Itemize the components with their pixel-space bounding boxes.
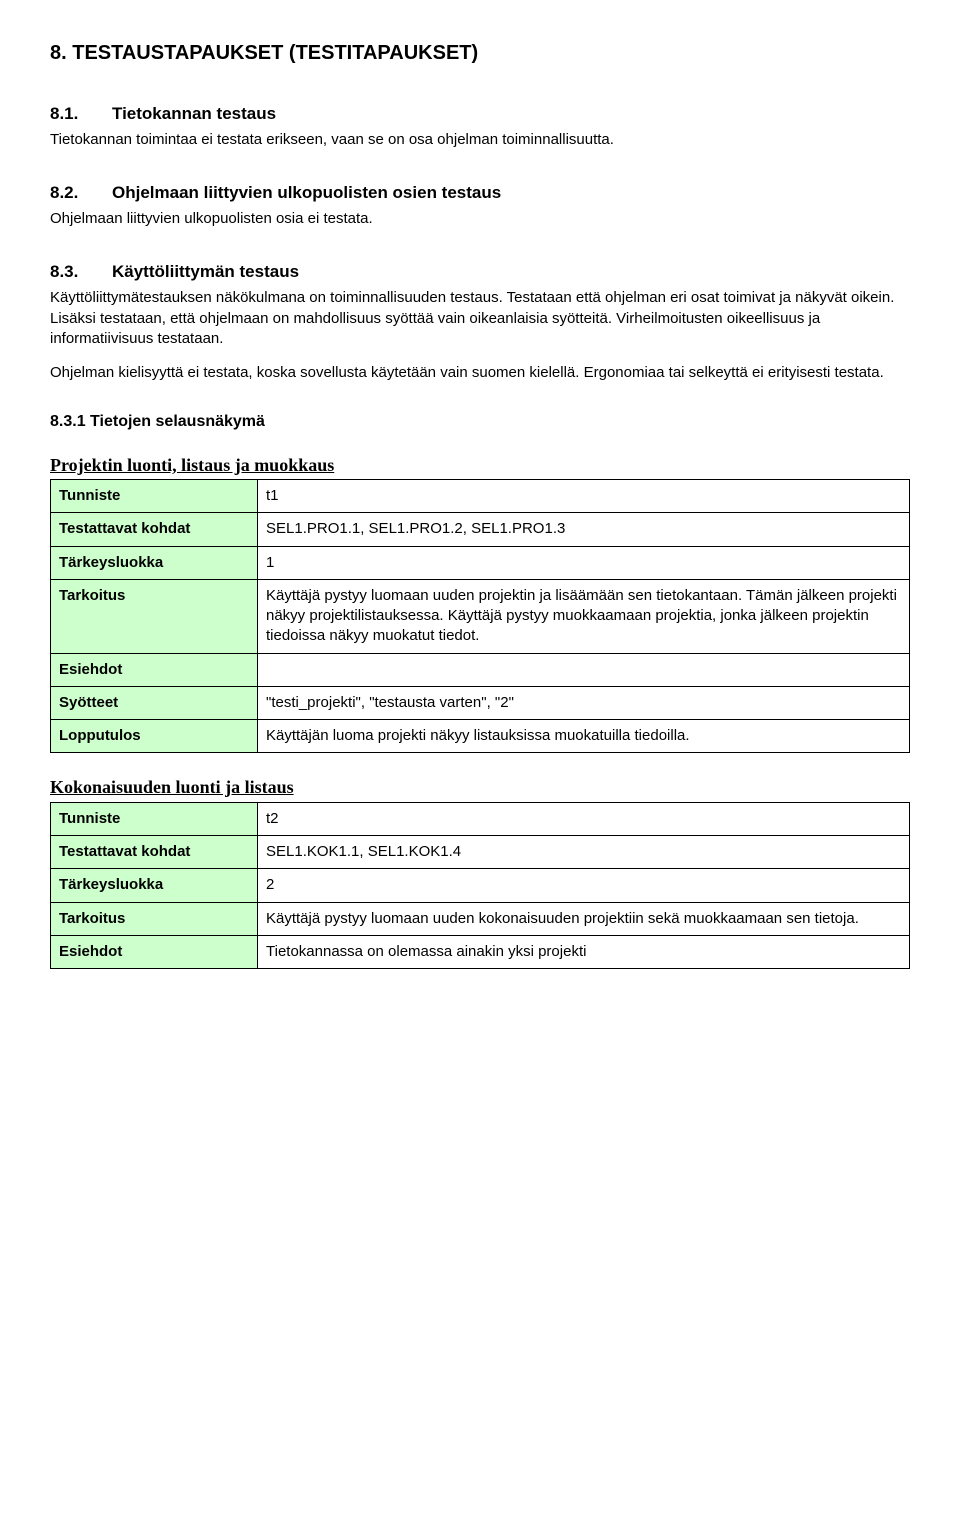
page-title: 8. TESTAUSTAPAUKSET (TESTITAPAUKSET) [50,40,910,67]
value-esiehdot [258,653,910,686]
section-8-3-p1: Käyttöliittymätestauksen näkökulmana on … [50,288,910,349]
label-tarkeys: Tärkeysluokka [51,869,258,902]
value-testattavat: SEL1.PRO1.1, SEL1.PRO1.2, SEL1.PRO1.3 [258,513,910,546]
section-8-2-title: Ohjelmaan liittyvien ulkopuolisten osien… [112,182,501,205]
table1-title: Projektin luonti, listaus ja muokkaus [50,453,910,477]
section-8-3-1-title: 8.3.1 Tietojen selausnäkymä [50,411,910,433]
label-esiehdot: Esiehdot [51,653,258,686]
value-tunniste: t1 [258,480,910,513]
value-tarkoitus: Käyttäjä pystyy luomaan uuden kokonaisuu… [258,902,910,935]
label-tarkeys: Tärkeysluokka [51,546,258,579]
label-esiehdot: Esiehdot [51,935,258,968]
table-row: Tärkeysluokka 1 [51,546,910,579]
table-row: Tarkoitus Käyttäjä pystyy luomaan uuden … [51,902,910,935]
label-tunniste: Tunniste [51,480,258,513]
table-row: Esiehdot [51,653,910,686]
table2: Tunniste t2 Testattavat kohdat SEL1.KOK1… [50,802,910,969]
label-syotteet: Syötteet [51,686,258,719]
section-8-2-num: 8.2. [50,182,84,205]
section-8-1-num: 8.1. [50,103,84,126]
section-8-3-title: Käyttöliittymän testaus [112,261,299,284]
table-row: Tärkeysluokka 2 [51,869,910,902]
label-tunniste: Tunniste [51,802,258,835]
value-testattavat: SEL1.KOK1.1, SEL1.KOK1.4 [258,836,910,869]
table2-title: Kokonaisuuden luonti ja listaus [50,775,910,799]
value-syotteet: "testi_projekti", "testausta varten", "2… [258,686,910,719]
table-row: Esiehdot Tietokannassa on olemassa ainak… [51,935,910,968]
value-tarkoitus: Käyttäjä pystyy luomaan uuden projektin … [258,579,910,653]
label-tarkoitus: Tarkoitus [51,579,258,653]
label-testattavat: Testattavat kohdat [51,836,258,869]
table-row: Testattavat kohdat SEL1.PRO1.1, SEL1.PRO… [51,513,910,546]
table1: Tunniste t1 Testattavat kohdat SEL1.PRO1… [50,479,910,753]
section-8-3-num: 8.3. [50,261,84,284]
table-row: Tarkoitus Käyttäjä pystyy luomaan uuden … [51,579,910,653]
label-lopputulos: Lopputulos [51,720,258,753]
value-tarkeys: 2 [258,869,910,902]
value-tarkeys: 1 [258,546,910,579]
table-row: Tunniste t2 [51,802,910,835]
table-row: Testattavat kohdat SEL1.KOK1.1, SEL1.KOK… [51,836,910,869]
table-row: Lopputulos Käyttäjän luoma projekti näky… [51,720,910,753]
label-tarkoitus: Tarkoitus [51,902,258,935]
section-8-1-body: Tietokannan toimintaa ei testata eriksee… [50,130,910,150]
table-row: Syötteet "testi_projekti", "testausta va… [51,686,910,719]
value-lopputulos: Käyttäjän luoma projekti näkyy listauksi… [258,720,910,753]
value-tunniste: t2 [258,802,910,835]
value-esiehdot: Tietokannassa on olemassa ainakin yksi p… [258,935,910,968]
section-8-1-title: Tietokannan testaus [112,103,276,126]
table-row: Tunniste t1 [51,480,910,513]
label-testattavat: Testattavat kohdat [51,513,258,546]
section-8-3-p2: Ohjelman kielisyyttä ei testata, koska s… [50,363,910,383]
section-8-2-body: Ohjelmaan liittyvien ulkopuolisten osia … [50,209,910,229]
